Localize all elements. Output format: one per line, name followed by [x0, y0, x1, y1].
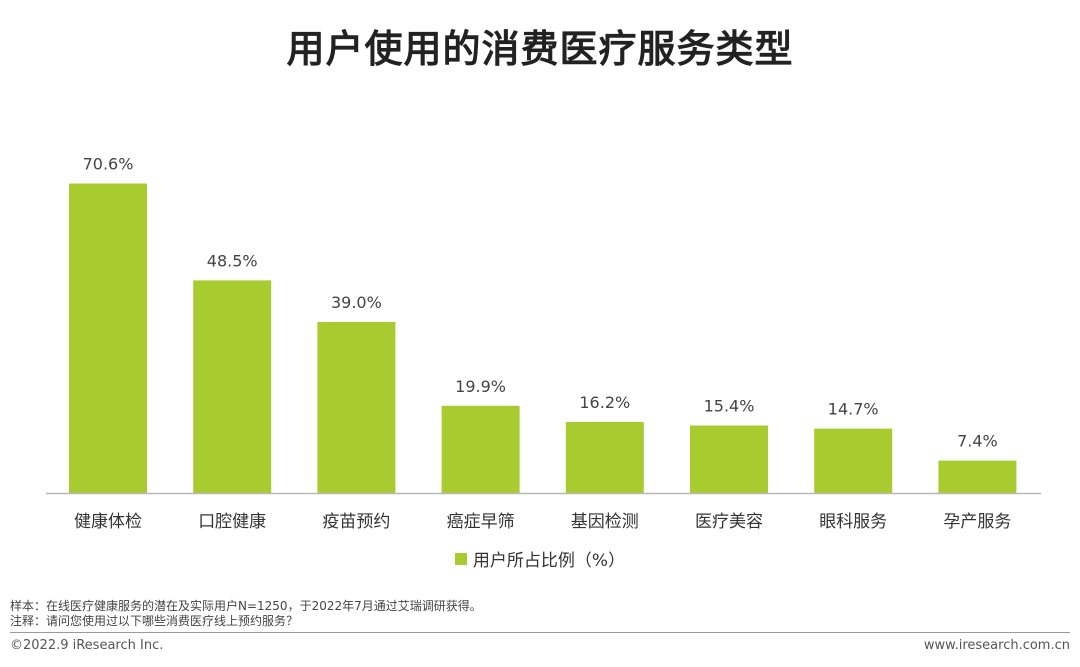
bar-5 — [565, 422, 644, 493]
footer-divider — [10, 632, 1070, 633]
data-label-8: 7.4% — [957, 432, 998, 451]
bar-chart: 70.6% 健康体检 48.5% 口腔健康 39.0% 疫苗预约 19.9% 癌症早筛 16.2… — [46, 155, 1041, 532]
bar-4 — [441, 405, 520, 493]
category-label-3: 疫苗预约 — [322, 512, 390, 532]
category-label-2: 口腔健康 — [198, 512, 266, 532]
annotation-note: 注释：请问您使用过以下哪些消费医疗线上预约服务？ — [10, 614, 299, 628]
data-label-6: 15.4% — [704, 397, 755, 416]
data-label-4: 19.9% — [455, 377, 506, 396]
bar-2 — [193, 280, 272, 493]
category-label-6: 医疗美容 — [695, 512, 763, 532]
sample-note: 样本：在线医疗健康服务的潜在及实际用户N=1250，于2022年7月通过艾瑞调研… — [10, 599, 482, 613]
category-label-8: 孕产服务 — [943, 512, 1011, 532]
data-label-1: 70.6% — [83, 155, 134, 174]
data-label-7: 14.7% — [828, 400, 879, 419]
bar-6 — [690, 425, 768, 493]
website-link: www.iresearch.com.cn — [923, 638, 1070, 653]
bar-7 — [814, 428, 893, 493]
category-label-5: 基因检测 — [571, 512, 639, 532]
category-label-4: 癌症早筛 — [447, 512, 515, 532]
category-label-7: 眼科服务 — [819, 512, 887, 532]
bar-8 — [938, 460, 1017, 493]
data-label-3: 39.0% — [331, 293, 382, 312]
legend: 用户所占比例（%） — [0, 546, 1080, 571]
legend-label: 用户所占比例（%） — [472, 551, 626, 571]
data-label-5: 16.2% — [579, 393, 630, 412]
bar-1 — [69, 183, 147, 493]
data-label-2: 48.5% — [207, 251, 258, 270]
legend-swatch — [454, 553, 467, 565]
category-label-1: 健康体检 — [74, 512, 142, 532]
bar-3 — [317, 322, 396, 493]
copyright: ©2022.9 iResearch Inc. — [10, 638, 164, 653]
chart-title: 用户使用的消费医疗服务类型 — [286, 27, 794, 71]
